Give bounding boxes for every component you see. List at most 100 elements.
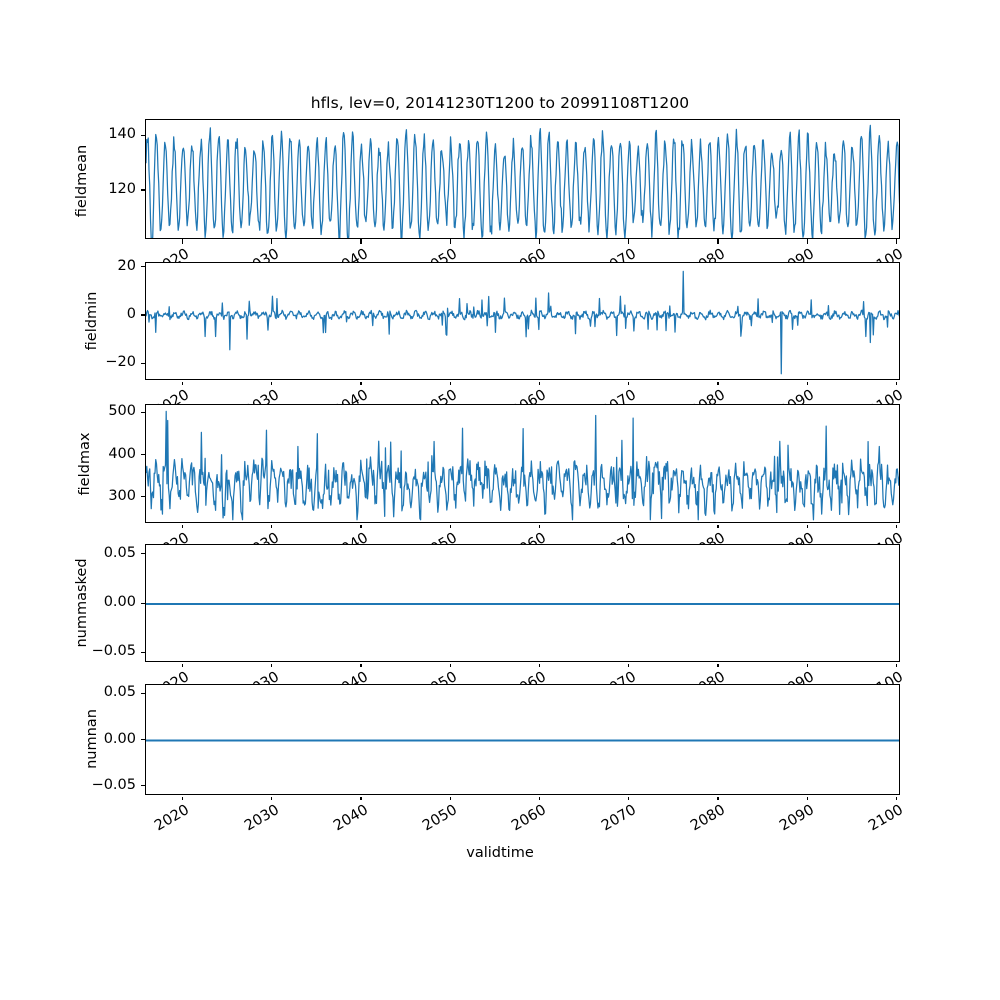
ytick-mark: [140, 454, 145, 456]
ytick-label: 0.00: [103, 594, 136, 610]
xtick-mark: [360, 380, 362, 385]
ytick-mark: [140, 362, 145, 364]
subplot-nummasked: [145, 544, 900, 662]
subplot-fieldmin: [145, 262, 900, 380]
xtick-mark: [360, 239, 362, 244]
subplot-numnan: [145, 684, 900, 795]
plot-area-numnan: [146, 685, 899, 794]
xtick-mark: [895, 662, 898, 667]
ylabel-fieldmax: fieldmax: [77, 432, 93, 496]
xtick-label: 2020: [152, 802, 193, 835]
plot-area-fieldmin: [146, 263, 899, 379]
ytick-label: 20: [117, 257, 136, 274]
xtick-mark: [806, 662, 808, 667]
xtick-mark: [181, 380, 184, 385]
ytick-label: −20: [105, 354, 136, 371]
data-line-nummasked: [146, 545, 899, 661]
ylabel-fieldmin: fieldmin: [84, 291, 100, 351]
xtick-label: 2080: [687, 802, 728, 835]
xtick-mark: [806, 380, 808, 385]
ytick-label: 400: [108, 445, 136, 462]
xtick-mark: [717, 662, 719, 667]
data-line-fieldmax: [146, 405, 899, 522]
ytick-label: 500: [108, 403, 136, 420]
ytick-label: 300: [108, 487, 136, 504]
xtick-label: 2060: [509, 802, 550, 835]
xtick-mark: [360, 795, 362, 800]
series-path-fieldmax: [146, 411, 899, 519]
data-line-fieldmin: [146, 263, 899, 379]
xtick-mark: [449, 523, 451, 528]
xtick-mark: [271, 523, 273, 528]
xtick-mark: [895, 380, 898, 385]
xtick-mark: [895, 239, 898, 244]
ylabel-nummasked: nummasked: [74, 558, 90, 648]
xtick-mark: [628, 380, 630, 385]
ytick-mark: [140, 602, 145, 604]
xtick-mark: [271, 795, 273, 800]
xtick-mark: [628, 795, 630, 800]
xtick-mark: [538, 795, 541, 800]
ytick-label: 0.00: [103, 730, 136, 747]
xtick-mark: [449, 239, 451, 244]
xtick-mark: [806, 795, 808, 800]
xtick-mark: [360, 523, 362, 528]
ytick-mark: [140, 692, 145, 694]
subplot-fieldmax: [145, 404, 900, 523]
xtick-label: 2100: [866, 802, 907, 835]
xtick-mark: [181, 795, 184, 800]
ytick-label: −0.05: [91, 776, 136, 793]
xtick-mark: [181, 662, 184, 667]
ytick-mark: [140, 739, 145, 741]
panel-overlap-mask: [0, 262, 1000, 382]
ytick-label: −0.05: [91, 643, 136, 660]
xtick-mark: [717, 523, 719, 528]
ytick-mark: [140, 189, 145, 191]
xtick-mark: [806, 523, 808, 528]
subplot-fieldmean: [145, 119, 900, 239]
plot-area-fieldmax: [146, 405, 899, 522]
ytick-mark: [140, 134, 145, 136]
series-path-fieldmean: [146, 125, 899, 238]
ytick-mark: [140, 785, 145, 787]
xtick-mark: [181, 523, 184, 528]
xlabel: validtime: [466, 845, 534, 861]
xtick-label: 2070: [598, 802, 639, 835]
ytick-label: 0.05: [103, 544, 136, 561]
xtick-mark: [538, 239, 541, 244]
ytick-label: 120: [108, 180, 136, 197]
ylabel-numnan: numnan: [84, 709, 100, 769]
xtick-mark: [895, 795, 898, 800]
xtick-label: 2040: [331, 802, 371, 835]
xtick-mark: [449, 795, 451, 800]
xtick-mark: [538, 380, 541, 385]
xtick-mark: [538, 523, 541, 528]
xtick-mark: [628, 662, 630, 667]
xtick-mark: [895, 523, 898, 528]
xtick-mark: [628, 239, 630, 244]
ytick-mark: [140, 553, 145, 555]
ytick-mark: [140, 314, 145, 316]
plot-area-nummasked: [146, 545, 899, 661]
xtick-mark: [717, 795, 719, 800]
xtick-mark: [717, 239, 719, 244]
ytick-mark: [140, 411, 145, 414]
xtick-mark: [717, 380, 719, 385]
series-path-fieldmin: [146, 271, 899, 373]
xtick-label: 2030: [241, 802, 282, 835]
data-line-fieldmean: [146, 120, 899, 238]
ytick-mark: [140, 651, 145, 653]
xtick-mark: [449, 662, 451, 667]
ytick-label: 0.05: [103, 684, 136, 701]
figure-title: hfls, lev=0, 20141230T1200 to 20991108T1…: [310, 94, 690, 112]
xtick-label: 2090: [777, 802, 818, 835]
xtick-mark: [360, 662, 362, 667]
xtick-label: 2050: [420, 802, 461, 835]
ytick-label: 0: [126, 305, 136, 322]
ytick-label: 140: [108, 126, 136, 143]
xtick-mark: [449, 380, 451, 385]
xtick-mark: [181, 239, 184, 244]
xtick-mark: [538, 662, 541, 667]
xtick-mark: [628, 523, 630, 528]
